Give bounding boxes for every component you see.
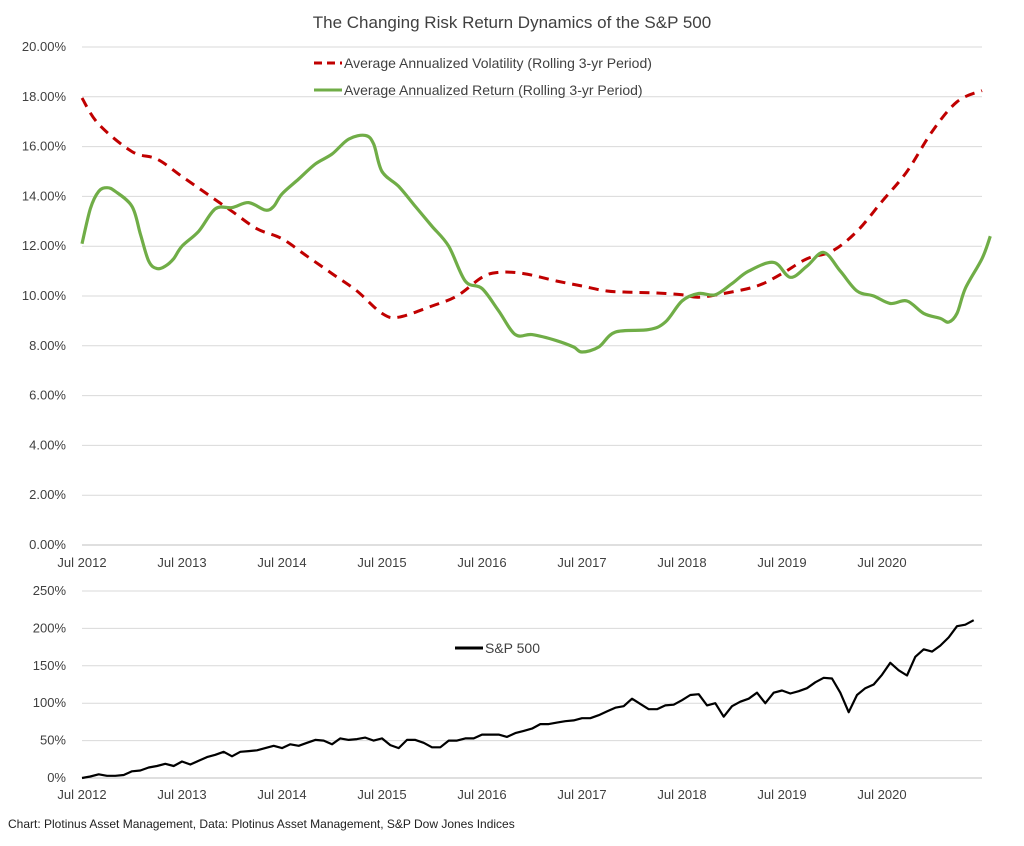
bottom-y-tick-label: 0%	[47, 770, 66, 785]
top-y-tick-label: 0.00%	[29, 537, 66, 552]
top-y-tick-label: 4.00%	[29, 437, 66, 452]
top-y-tick-label: 8.00%	[29, 338, 66, 353]
bottom-y-tick-label: 200%	[33, 620, 67, 635]
top-x-tick-label: Jul 2017	[557, 555, 606, 570]
top-x-tick-label: Jul 2012	[57, 555, 106, 570]
top-y-tick-label: 12.00%	[22, 238, 67, 253]
source-note: Chart: Plotinus Asset Management, Data: …	[8, 817, 515, 831]
bottom-x-tick-label: Jul 2012	[57, 787, 106, 802]
bottom-legend-label-s-p-500: S&P 500	[485, 640, 540, 656]
bottom-y-tick-label: 250%	[33, 583, 67, 598]
bottom-x-tick-label: Jul 2014	[257, 787, 306, 802]
bottom-x-tick-label: Jul 2015	[357, 787, 406, 802]
bottom-x-tick-label: Jul 2020	[857, 787, 906, 802]
bottom-x-tick-label: Jul 2016	[457, 787, 506, 802]
bottom-y-tick-label: 50%	[40, 733, 66, 748]
top-y-tick-label: 6.00%	[29, 388, 66, 403]
top-series-line-average-annualized-volatility-rolling-3-yr-period	[80, 89, 983, 320]
top-x-tick-label: Jul 2016	[457, 555, 506, 570]
bottom-x-tick-label: Jul 2013	[157, 787, 206, 802]
top-x-tick-label: Jul 2020	[857, 555, 906, 570]
top-y-tick-label: 20.00%	[22, 39, 67, 54]
top-chart-panel: 0.00% 2.00% 4.00% 6.00% 8.00% 10.00% 12.00% 14.…	[22, 39, 992, 570]
top-legend-label-average-annualized-volatility-rolling-3-yr-period: Average Annualized Volatility (Rolling 3…	[344, 55, 652, 71]
top-y-tick-label: 14.00%	[22, 188, 67, 203]
chart-title: The Changing Risk Return Dynamics of the…	[313, 13, 711, 32]
top-x-tick-label: Jul 2019	[757, 555, 806, 570]
bottom-chart-panel: 0% 50% 100% 150% 200% 250% Jul 2012 Jul 2013 Jul…	[33, 583, 982, 802]
bottom-y-tick-label: 150%	[33, 658, 67, 673]
top-y-tick-label: 10.00%	[22, 288, 67, 303]
bottom-series-line-s-p-500	[81, 619, 975, 780]
top-y-tick-label: 16.00%	[22, 139, 67, 154]
top-x-tick-label: Jul 2018	[657, 555, 706, 570]
bottom-x-tick-label: Jul 2019	[757, 787, 806, 802]
bottom-x-tick-label: Jul 2018	[657, 787, 706, 802]
top-series-line-average-annualized-return-rolling-3-yr-period	[80, 133, 992, 354]
top-x-tick-label: Jul 2013	[157, 555, 206, 570]
top-y-tick-label: 18.00%	[22, 89, 67, 104]
top-y-tick-label: 2.00%	[29, 487, 66, 502]
bottom-y-tick-label: 100%	[33, 695, 67, 710]
bottom-x-tick-label: Jul 2017	[557, 787, 606, 802]
top-legend-label-average-annualized-return-rolling-3-yr-period: Average Annualized Return (Rolling 3-yr …	[344, 82, 643, 98]
top-x-tick-label: Jul 2015	[357, 555, 406, 570]
top-x-tick-label: Jul 2014	[257, 555, 306, 570]
